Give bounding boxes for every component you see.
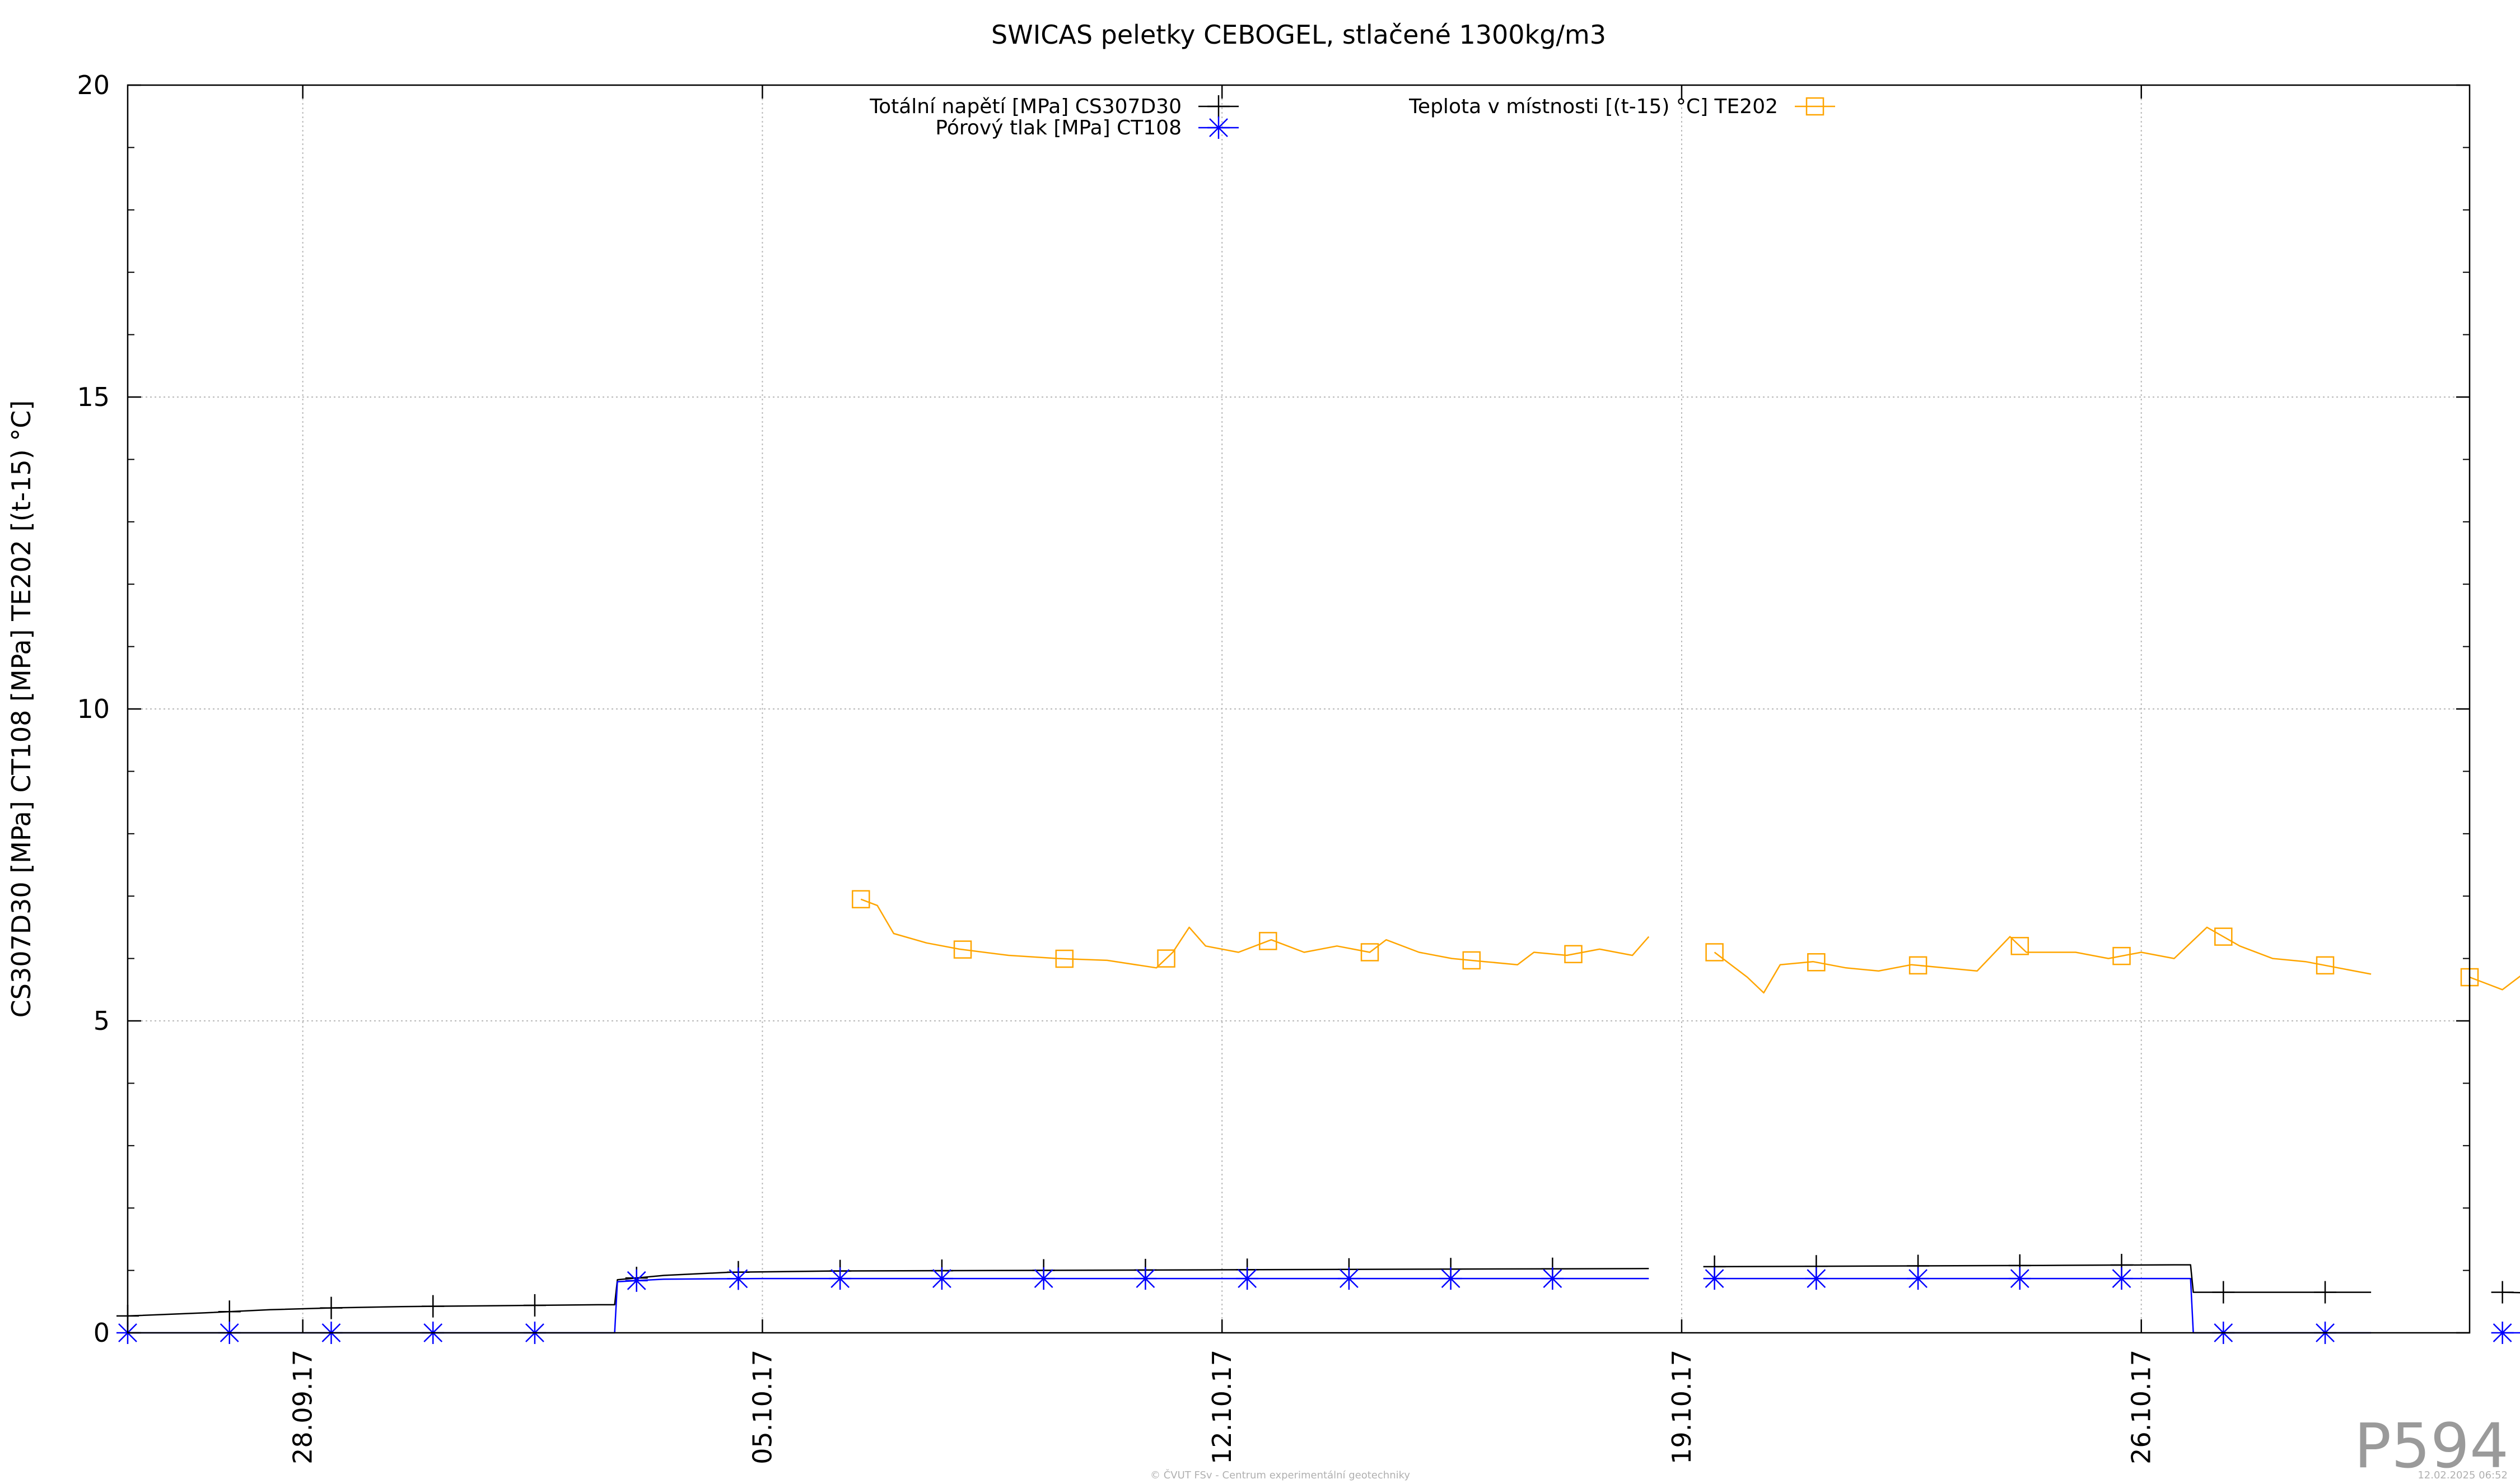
series-line bbox=[128, 1277, 1649, 1334]
series-line bbox=[2469, 975, 2520, 991]
series-line bbox=[860, 898, 1650, 969]
footer-credit: © ČVUT FSv - Centrum experimentální geot… bbox=[1150, 1469, 1410, 1481]
data-point bbox=[2008, 1267, 2031, 1290]
axis-ticks bbox=[128, 84, 2470, 1334]
data-point bbox=[727, 1267, 750, 1290]
data-point bbox=[1908, 956, 1928, 975]
y-tick-label: 0 bbox=[94, 1318, 110, 1348]
data-point bbox=[1360, 943, 1379, 962]
data-point bbox=[1703, 1267, 1726, 1290]
series-line bbox=[127, 1268, 1649, 1317]
series-line bbox=[1714, 1264, 2372, 1293]
data-point bbox=[1207, 116, 1230, 139]
data-point bbox=[1236, 1267, 1259, 1290]
data-point bbox=[2316, 956, 2335, 975]
x-tick-label: 12.10.17 bbox=[1207, 1350, 1237, 1464]
data-point bbox=[2214, 927, 2233, 946]
series-layer bbox=[116, 890, 2520, 1344]
series-0 bbox=[116, 1254, 2520, 1327]
data-point bbox=[1259, 932, 1277, 950]
legend-label: Totální napětí [MPa] CS307D30 bbox=[869, 95, 1182, 118]
x-tick-label: 26.10.17 bbox=[2126, 1350, 2157, 1464]
data-point bbox=[1055, 949, 1074, 968]
data-point bbox=[1805, 1267, 1828, 1290]
y-axis-label: CS307D30 [MPa] CT108 [MPa] TE202 [(t-15)… bbox=[6, 400, 36, 1018]
data-point bbox=[829, 1267, 852, 1290]
legend-label: Pórový tlak [MPa] CT108 bbox=[935, 116, 1182, 139]
y-tick-label: 15 bbox=[77, 382, 110, 412]
data-point bbox=[852, 890, 870, 909]
data-point bbox=[2110, 1267, 2133, 1290]
series-line bbox=[1714, 926, 2372, 994]
y-tick-label: 5 bbox=[94, 1006, 110, 1036]
data-point bbox=[1541, 1267, 1564, 1290]
data-point bbox=[1805, 97, 1824, 116]
data-point bbox=[625, 1269, 648, 1292]
x-tick-label: 05.10.17 bbox=[747, 1350, 777, 1464]
data-point bbox=[1462, 951, 1481, 970]
x-tick-label: 28.09.17 bbox=[288, 1350, 318, 1464]
footer-timestamp: 12.02.2025 06:52 bbox=[2418, 1469, 2508, 1481]
data-point bbox=[1032, 1267, 1055, 1290]
data-point bbox=[2491, 1322, 2514, 1344]
data-point bbox=[1807, 953, 1826, 972]
tick-labels: 0 5 10 15 20 28.09.17 05.10.17 12.10.17 19.10.17… bbox=[77, 70, 2156, 1464]
data-point bbox=[1907, 1267, 1930, 1290]
data-point bbox=[1705, 943, 1724, 962]
data-point bbox=[1564, 945, 1583, 964]
grid-lines bbox=[128, 85, 2470, 1333]
data-point bbox=[953, 940, 972, 959]
legend-item: Totální napětí [MPa] CS307D30 bbox=[869, 95, 1239, 118]
chart-title: SWICAS peletky CEBOGEL, stlačené 1300kg/… bbox=[991, 20, 1606, 50]
y-tick-label: 10 bbox=[77, 694, 110, 724]
series-line bbox=[1714, 1277, 2372, 1334]
data-point bbox=[1134, 1267, 1157, 1290]
legend-label: Teplota v místnosti [(t-15) °C] TE202 bbox=[1408, 95, 1778, 118]
data-point bbox=[1439, 1267, 1462, 1290]
data-point bbox=[930, 1267, 953, 1290]
data-point bbox=[1157, 949, 1175, 968]
data-point bbox=[2112, 946, 2131, 965]
y-tick-label: 20 bbox=[77, 70, 110, 100]
legend-item: Teplota v místnosti [(t-15) °C] TE202 bbox=[1408, 95, 1835, 118]
legend-item: Pórový tlak [MPa] CT108 bbox=[935, 116, 1239, 139]
data-point bbox=[2010, 937, 2029, 955]
x-tick-label: 19.10.17 bbox=[1667, 1350, 1697, 1464]
watermark: P594 bbox=[2354, 1410, 2509, 1482]
data-point bbox=[1337, 1267, 1360, 1290]
series-2 bbox=[852, 890, 2520, 994]
